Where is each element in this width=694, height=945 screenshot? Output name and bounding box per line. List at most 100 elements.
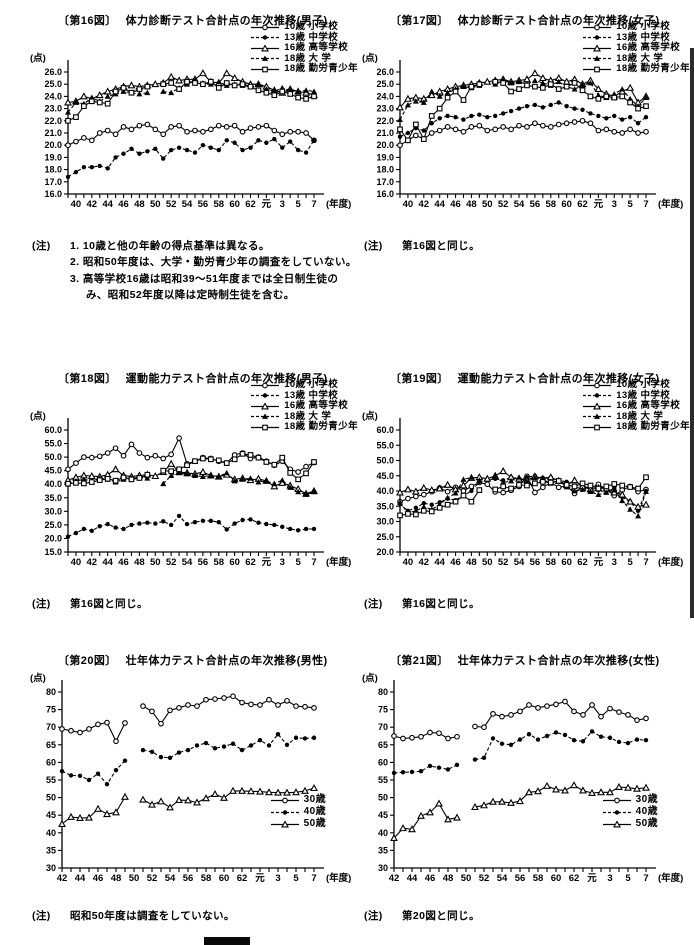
legend-label: 18歳 勤労青少年 (616, 422, 690, 432)
x-tick-label: 52 (479, 873, 490, 884)
x-tick-label: 54 (514, 199, 525, 210)
x-tick-label: 52 (166, 199, 177, 210)
chart-tag: 〔第19図〕 (390, 373, 449, 385)
triangle-filled-icon (582, 54, 612, 63)
x-tick-label: 3 (612, 557, 617, 568)
triangle-filled-icon (582, 412, 612, 421)
scan-edge-artifact (690, 48, 694, 618)
series-1 (66, 514, 316, 539)
x-tick-label: 62 (577, 199, 588, 210)
x-tick-label: 40 (71, 557, 82, 568)
x-tick-label: 44 (407, 873, 418, 884)
note-lines: 昭和50年度は調査をしていない。 (70, 908, 360, 924)
legend-label: 16歳 高等学校 (284, 43, 348, 53)
y-tick-label: 20.0 (376, 140, 394, 150)
chart-16-cell: 〔第16図〕体力診断テスト合計点の年次推移(男子) (点)26.025.024.… (28, 12, 360, 303)
y-unit-label: (点) (30, 672, 46, 684)
x-tick-label: 元 (262, 557, 272, 568)
y-tick-label: 40.0 (376, 486, 394, 496)
x-tick-label: 56 (530, 199, 541, 210)
y-tick-label: 80 (46, 687, 56, 697)
note-line: 第16図と同じ。 (402, 596, 692, 612)
series-4 (66, 452, 317, 486)
x-tick-label: 元 (262, 199, 272, 210)
triangle-open-icon (582, 44, 612, 53)
y-tick-label: 45 (378, 810, 388, 820)
y-tick-label: 22.0 (44, 116, 62, 126)
x-tick-label: 44 (102, 199, 113, 210)
legend-item: 50歳 (602, 818, 658, 830)
x-tick-label: 60 (229, 199, 240, 210)
y-unit-label: (点) (362, 52, 378, 64)
x-tick-label: 46 (425, 873, 436, 884)
x-tick-label: 40 (403, 557, 414, 568)
legend-item: 30歳 (270, 794, 326, 806)
y-tick-label: 55 (378, 775, 388, 785)
note-label: (注) (32, 238, 70, 303)
axes: (点)8075706560555045403530424446485052545… (30, 672, 351, 884)
chart-note: (注) 第16図と同じ。 (28, 596, 360, 612)
chart-svg: (点)8075706560555045403530424446485052545… (28, 672, 360, 894)
chart-canvas: (点)8075706560555045403530424446485052545… (28, 672, 360, 894)
x-tick-label: 52 (498, 557, 509, 568)
chart-tag: 〔第20図〕 (58, 655, 117, 667)
y-tick-label: 17.0 (376, 177, 394, 187)
y-tick-label: 26.0 (44, 67, 62, 77)
x-tick-label: 58 (213, 199, 224, 210)
y-tick-label: 55.0 (376, 440, 394, 450)
x-tick-label: 50 (129, 873, 140, 884)
x-tick-label: 7 (311, 557, 316, 568)
x-tick-label: 3 (280, 557, 285, 568)
x-tick-label: 3 (280, 199, 285, 210)
circle-open-icon (602, 796, 632, 805)
x-tick-label: 58 (213, 557, 224, 568)
x-tick-label: 60 (561, 199, 572, 210)
x-unit-label: (年度) (326, 198, 351, 210)
series-1 (66, 137, 316, 179)
x-tick-label: 54 (497, 873, 508, 884)
y-tick-label: 21.0 (376, 128, 394, 138)
series-3 (397, 78, 649, 122)
y-tick-label: 24.0 (376, 91, 394, 101)
chart-legend: 30歳40歳50歳 (270, 794, 326, 830)
x-tick-label: 7 (311, 873, 316, 884)
x-tick-label: 54 (182, 199, 193, 210)
y-tick-label: 45 (46, 810, 56, 820)
x-tick-label: 7 (643, 873, 648, 884)
y-tick-label: 65 (378, 740, 388, 750)
x-tick-label: 40 (71, 199, 82, 210)
circle-filled-icon (270, 808, 300, 817)
chart-tag: 〔第18図〕 (58, 373, 117, 385)
x-tick-label: 5 (625, 873, 631, 884)
y-tick-label: 25.0 (376, 532, 394, 542)
legend-item: 18歳 勤労青少年 (582, 64, 690, 75)
series-1 (60, 732, 316, 786)
x-tick-label: 元 (594, 557, 604, 568)
series-4 (66, 79, 317, 123)
legend-item: 16歳 高等学校 (582, 401, 690, 412)
y-tick-label: 70 (46, 722, 56, 732)
chart-17-cell: 〔第17図〕体力診断テスト合計点の年次推移(女子) (点)26.025.024.… (360, 12, 692, 254)
y-tick-label: 40 (46, 828, 56, 838)
chart-19-cell: 〔第19図〕運動能力テスト合計点の年次推移(女子) (点)60.055.050.… (360, 370, 692, 612)
circle-open-icon (270, 796, 300, 805)
note-label: (注) (364, 596, 402, 612)
circle-open-icon (582, 23, 612, 32)
x-tick-label: 42 (57, 873, 68, 884)
y-tick-label: 30.0 (376, 517, 394, 527)
x-tick-label: 7 (311, 199, 316, 210)
chart-title-text: 壮年体力テスト合計点の年次推移(女性) (458, 655, 660, 667)
x-tick-label: 5 (293, 873, 299, 884)
y-tick-label: 35.0 (376, 501, 394, 511)
note-line: 第16図と同じ。 (70, 596, 360, 612)
note-label: (注) (364, 908, 402, 924)
y-tick-label: 16.0 (376, 189, 394, 199)
x-tick-label: 58 (201, 873, 212, 884)
x-tick-label: 48 (466, 199, 477, 210)
square-open-icon (250, 65, 280, 74)
legend-item: 40歳 (602, 806, 658, 818)
x-tick-label: 58 (533, 873, 544, 884)
x-tick-label: 62 (569, 873, 580, 884)
y-tick-label: 35 (378, 845, 388, 855)
triangle-open-icon (582, 402, 612, 411)
